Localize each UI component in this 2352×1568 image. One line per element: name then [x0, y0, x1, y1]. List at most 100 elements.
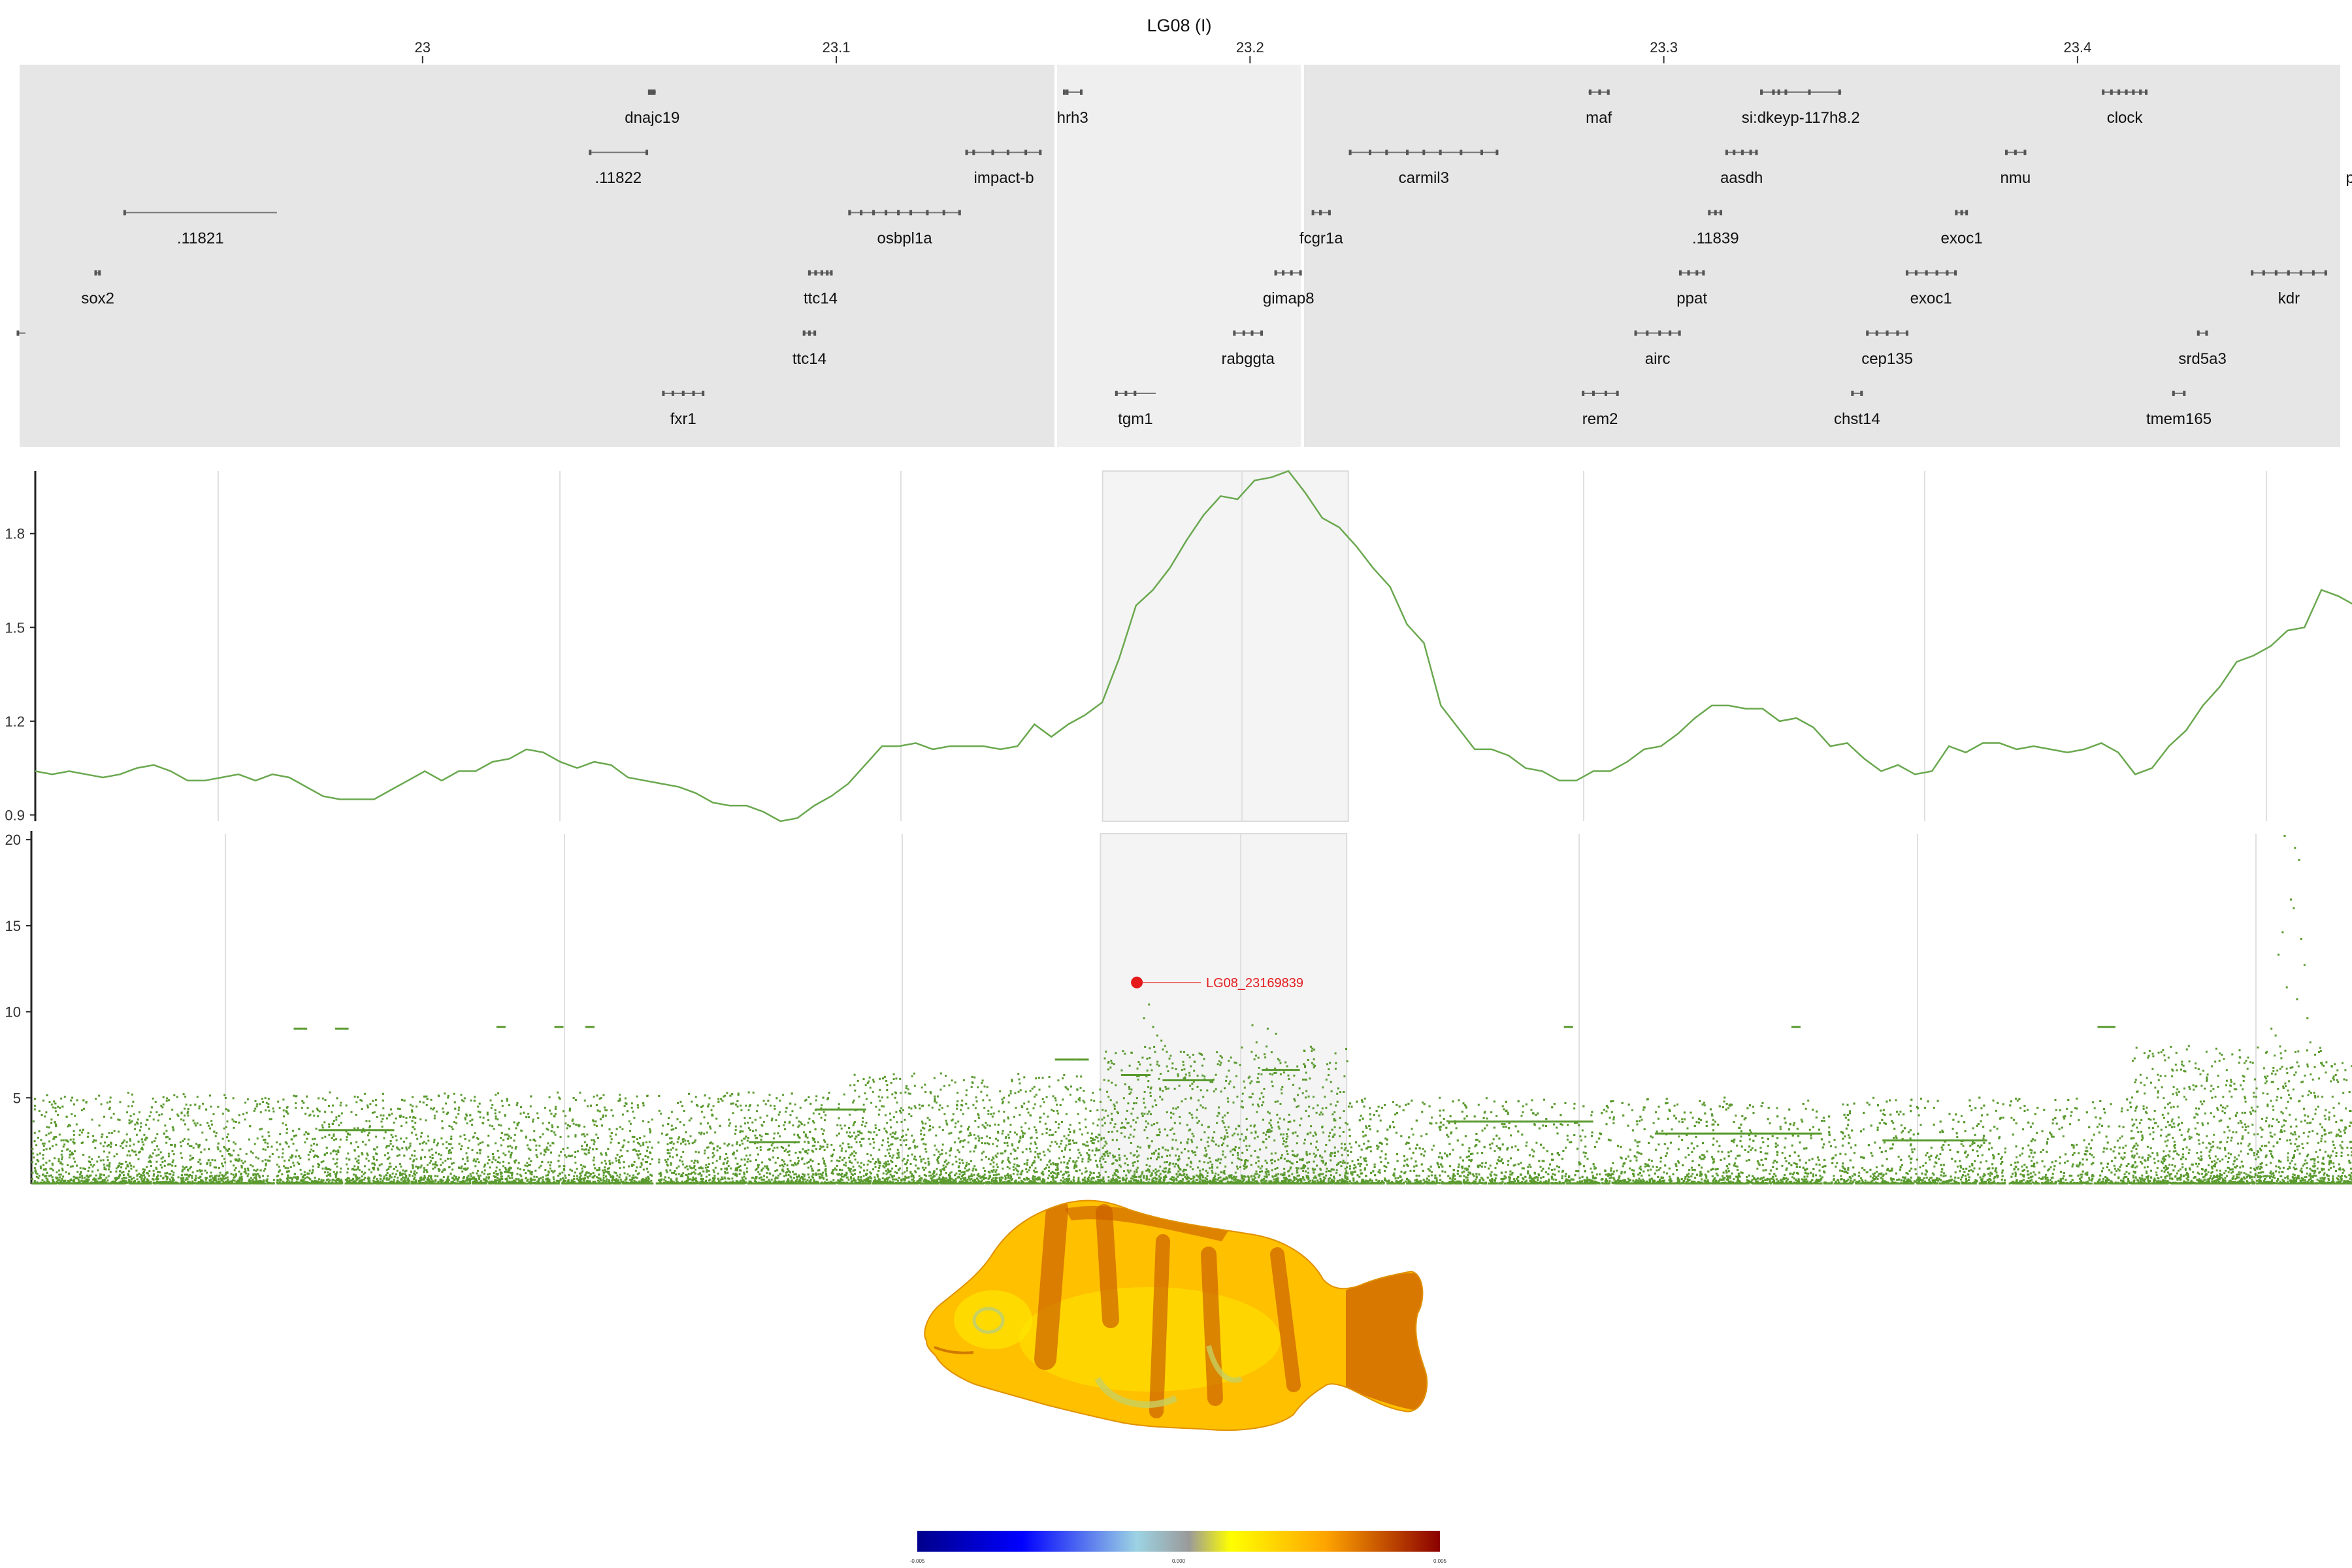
manhattan-point — [250, 1179, 252, 1182]
gene-track-panel — [20, 65, 2340, 447]
manhattan-point — [713, 1154, 715, 1157]
manhattan-point — [367, 1154, 369, 1156]
manhattan-point — [622, 1181, 625, 1183]
manhattan-point — [600, 1153, 603, 1156]
manhattan-point — [440, 1154, 442, 1156]
manhattan-point — [798, 1174, 800, 1177]
manhattan-point — [657, 1141, 660, 1144]
manhattan-point — [789, 1171, 791, 1173]
manhattan-point — [470, 1099, 472, 1102]
manhattan-point — [638, 1143, 641, 1145]
manhattan-point — [495, 1115, 497, 1118]
manhattan-point — [156, 1145, 159, 1148]
manhattan-point — [355, 1168, 357, 1171]
manhattan-point — [427, 1180, 430, 1183]
manhattan-point — [566, 1147, 569, 1149]
manhattan-point — [444, 1092, 446, 1095]
manhattan-point — [659, 1175, 662, 1177]
manhattan-point — [333, 1133, 335, 1135]
manhattan-point — [264, 1168, 267, 1170]
manhattan-point — [61, 1163, 64, 1166]
manhattan-point — [61, 1168, 63, 1170]
manhattan-point — [535, 1149, 538, 1151]
manhattan-point — [548, 1181, 551, 1183]
manhattan-point — [152, 1175, 155, 1177]
manhattan-point — [818, 1113, 821, 1115]
manhattan-point — [498, 1168, 501, 1171]
manhattan-point — [666, 1158, 669, 1161]
manhattan-point — [675, 1173, 678, 1176]
manhattan-point — [602, 1177, 605, 1179]
manhattan-point — [52, 1169, 54, 1171]
manhattan-point — [287, 1176, 289, 1179]
manhattan-point — [639, 1137, 641, 1139]
manhattan-point — [726, 1167, 728, 1169]
gene-label: tmem165 — [2146, 410, 2212, 428]
manhattan-point — [743, 1175, 745, 1178]
manhattan-point — [468, 1177, 471, 1180]
manhattan-point — [811, 1175, 813, 1178]
manhattan-point — [757, 1171, 760, 1173]
manhattan-point — [308, 1177, 310, 1179]
manhattan-point — [447, 1094, 449, 1097]
manhattan-point — [391, 1182, 393, 1184]
manhattan-point — [171, 1170, 173, 1173]
gene-exon — [808, 270, 811, 276]
manhattan-point — [743, 1171, 745, 1174]
manhattan-point — [234, 1182, 237, 1184]
manhattan-point — [384, 1131, 387, 1134]
manhattan-point — [610, 1138, 613, 1141]
gene-track-axis: 23 23.1 23.2 23.3 23.4 — [20, 39, 2340, 63]
manhattan-point — [494, 1112, 497, 1115]
manhattan-point — [694, 1096, 697, 1098]
manhattan-point — [397, 1107, 399, 1110]
manhattan-point — [421, 1142, 424, 1145]
manhattan-point — [833, 1149, 835, 1151]
manhattan-point — [257, 1182, 260, 1184]
gene-exon — [1784, 90, 1788, 95]
manhattan-point — [187, 1168, 189, 1171]
manhattan-point — [712, 1169, 715, 1171]
manhattan-point — [740, 1125, 742, 1128]
manhattan-point — [682, 1141, 685, 1143]
manhattan-point — [577, 1179, 580, 1181]
gene-model: clock — [2102, 90, 2148, 127]
manhattan-point — [702, 1181, 704, 1183]
manhattan-point — [517, 1179, 520, 1181]
gene-label: nmu — [2001, 169, 2031, 187]
gene-exon — [1598, 90, 1601, 95]
manhattan-point — [782, 1165, 785, 1168]
manhattan-point — [299, 1157, 302, 1160]
manhattan-point — [53, 1136, 56, 1138]
gene-exon — [1960, 210, 1963, 216]
manhattan-point — [710, 1127, 712, 1130]
manhattan-point — [506, 1181, 508, 1183]
manhattan-point — [700, 1111, 703, 1113]
manhattan-point — [786, 1181, 789, 1183]
manhattan-point — [600, 1162, 603, 1164]
manhattan-point — [206, 1122, 209, 1124]
manhattan-point — [335, 1150, 337, 1152]
line-plot-panel: 0.91.21.51.8 — [5, 470, 2352, 823]
manhattan-point — [528, 1182, 531, 1184]
manhattan-point — [442, 1169, 445, 1171]
manhattan-point — [127, 1179, 130, 1181]
manhattan-point — [762, 1120, 765, 1123]
manhattan-point — [609, 1174, 612, 1177]
manhattan-point — [390, 1108, 392, 1111]
manhattan-point — [282, 1152, 284, 1154]
manhattan-point — [495, 1170, 497, 1173]
manhattan-point — [262, 1101, 265, 1103]
gene-exon — [1777, 90, 1780, 95]
manhattan-point — [327, 1173, 330, 1176]
manhattan-point — [434, 1183, 437, 1184]
manhattan-point — [370, 1171, 372, 1173]
manhattan-point — [350, 1179, 353, 1182]
manhattan-point — [233, 1169, 236, 1171]
manhattan-point — [803, 1173, 806, 1176]
manhattan-point — [466, 1122, 468, 1124]
manhattan-point — [744, 1122, 746, 1125]
manhattan-point — [621, 1154, 623, 1157]
manhattan-point — [101, 1135, 103, 1138]
manhattan-point — [772, 1182, 774, 1184]
